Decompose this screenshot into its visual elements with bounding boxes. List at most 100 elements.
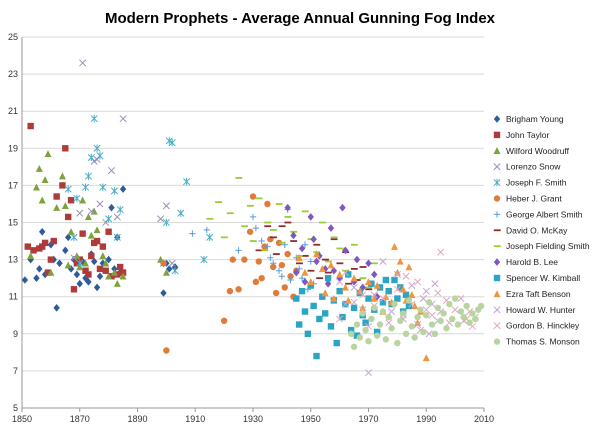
data-point [350, 243, 358, 246]
series-7 [255, 221, 373, 291]
data-point [293, 268, 300, 277]
y-tick-label: 21 [8, 106, 18, 116]
data-point [339, 203, 346, 212]
data-point [399, 285, 407, 293]
data-point [206, 217, 214, 220]
y-tick-label: 25 [8, 32, 18, 42]
data-point [30, 247, 37, 254]
data-point [310, 302, 317, 310]
data-point [160, 260, 167, 267]
y-tick-label: 9 [13, 329, 18, 339]
data-point [342, 269, 350, 272]
data-point [82, 267, 89, 274]
data-point [105, 272, 113, 280]
legend-label: Wilford Woodruff [506, 146, 570, 156]
data-point [382, 276, 390, 284]
data-point [428, 311, 436, 319]
legend-item: Thomas S. Monson [493, 337, 580, 347]
data-point [119, 269, 127, 276]
data-point [298, 274, 306, 282]
axes [21, 37, 485, 412]
data-point [359, 266, 367, 268]
data-point [399, 310, 407, 317]
legend-marker [493, 163, 501, 171]
data-point [376, 284, 384, 291]
data-point [469, 310, 476, 317]
legend-marker [493, 131, 501, 139]
data-point [61, 202, 69, 210]
data-point [422, 287, 430, 295]
data-point [116, 205, 124, 214]
data-point [168, 139, 176, 147]
data-point [102, 259, 110, 267]
x-tick-label: 1990 [416, 414, 436, 424]
data-point [278, 273, 286, 280]
data-point [356, 334, 364, 341]
data-point [379, 257, 387, 266]
data-point [423, 312, 430, 319]
grid-lines [22, 36, 484, 409]
y-tick-label: 23 [8, 69, 18, 79]
data-point [304, 330, 312, 337]
data-point [50, 237, 57, 245]
data-point [53, 304, 60, 312]
data-point [359, 277, 367, 280]
data-point [76, 209, 84, 217]
data-point [414, 278, 422, 286]
data-point [457, 308, 465, 315]
data-point [405, 263, 413, 271]
data-point [88, 252, 95, 260]
y-tick-label: 19 [8, 143, 18, 153]
data-point [53, 193, 60, 200]
data-point [278, 225, 286, 228]
data-point [316, 315, 323, 323]
x-tick-label: 2010 [474, 414, 494, 424]
data-point [264, 221, 272, 224]
data-point [275, 267, 283, 274]
data-point [319, 221, 326, 224]
legend-marker [493, 195, 501, 202]
data-point [460, 313, 467, 321]
data-point [241, 256, 248, 263]
data-point [449, 315, 456, 323]
data-point [108, 273, 115, 280]
data-point [330, 266, 338, 275]
data-point [246, 228, 254, 235]
data-point [84, 213, 92, 221]
data-point [93, 283, 101, 292]
data-point [457, 295, 465, 303]
data-point [275, 203, 283, 205]
x-tick-label: 1930 [243, 414, 263, 424]
data-point [350, 343, 358, 350]
legend-marker [493, 274, 501, 282]
data-point [44, 269, 52, 276]
data-point [235, 177, 243, 179]
data-point [365, 259, 372, 268]
legend-label: Joseph Fielding Smith [506, 241, 590, 251]
data-point [359, 304, 367, 312]
data-point [119, 115, 127, 123]
data-point [79, 59, 87, 67]
data-point [70, 254, 78, 262]
data-point [402, 291, 410, 299]
data-point [353, 332, 361, 339]
legend-marker [493, 211, 501, 218]
data-point [353, 255, 361, 264]
legend-marker [493, 115, 501, 123]
data-point [264, 243, 271, 250]
data-point [226, 212, 234, 215]
data-point [336, 247, 344, 250]
data-point [350, 267, 358, 270]
data-point [246, 204, 254, 207]
data-point [162, 202, 170, 210]
legend-marker [493, 258, 501, 266]
data-point [114, 271, 121, 278]
data-point [87, 207, 95, 215]
data-point [368, 315, 375, 323]
data-point [162, 268, 170, 276]
legend-label: Harold B. Lee [506, 257, 558, 267]
data-point [298, 287, 306, 295]
data-point [336, 278, 344, 286]
data-point [364, 369, 373, 377]
data-point [298, 244, 306, 253]
